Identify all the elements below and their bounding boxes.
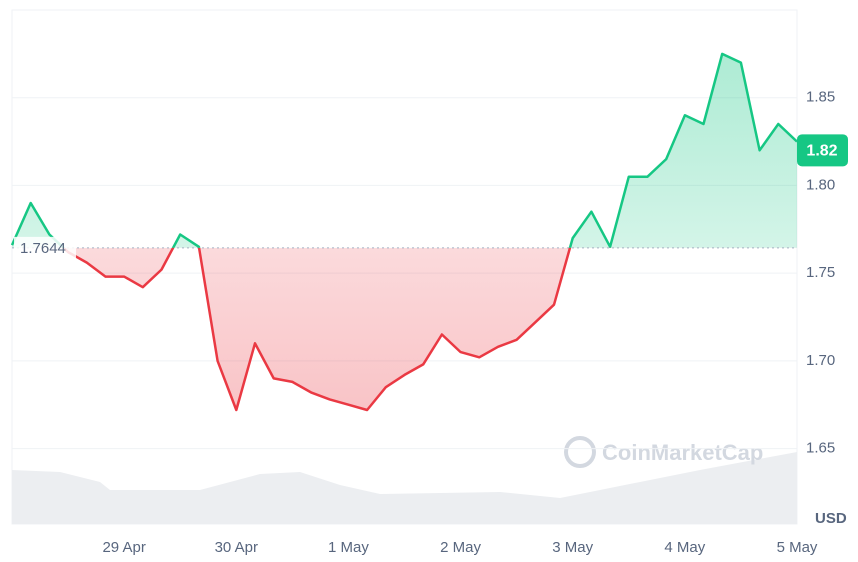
x-tick-label: 1 May [328, 539, 369, 556]
baseline-label-bg [14, 236, 76, 259]
watermark-text: CoinMarketCap [602, 440, 763, 465]
y-unit: USD [815, 510, 847, 527]
baseline-label: 1.7644 [20, 240, 66, 257]
x-tick-label: 5 May [777, 539, 818, 556]
line-down [61, 247, 611, 412]
price-tag [797, 134, 848, 167]
watermark: CoinMarketCap [564, 436, 763, 468]
watermark-logo [564, 436, 596, 468]
line-up [10, 52, 798, 248]
x-tick-label: 4 May [664, 539, 705, 556]
y-tick-label: 1.75 [806, 264, 835, 281]
price-tag-label: 1.82 [806, 143, 837, 160]
area-down [63, 247, 570, 410]
x-tick-label: 2 May [440, 539, 481, 556]
x-tick-label: 29 Apr [102, 539, 145, 556]
x-tick-label: 30 Apr [215, 539, 258, 556]
area-up [12, 53, 797, 248]
x-tick-label: 3 May [552, 539, 593, 556]
volume-area [12, 452, 797, 524]
y-tick-label: 1.85 [806, 89, 835, 106]
y-tick-label: 1.70 [806, 352, 835, 369]
y-tick-label: 1.80 [806, 176, 835, 193]
y-tick-label: 1.65 [806, 440, 835, 457]
